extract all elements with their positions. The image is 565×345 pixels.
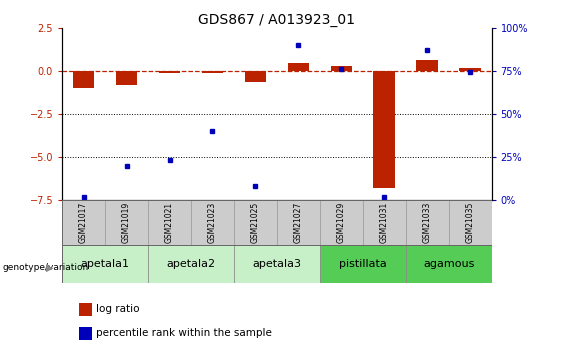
Bar bbox=[159, 71, 180, 73]
Bar bbox=[416, 60, 438, 71]
Bar bbox=[105, 200, 148, 245]
Bar bbox=[331, 66, 352, 71]
Bar bbox=[288, 63, 309, 71]
Bar bbox=[320, 200, 363, 245]
Bar bbox=[234, 200, 277, 245]
Text: GSM21029: GSM21029 bbox=[337, 202, 346, 243]
Title: GDS867 / A013923_01: GDS867 / A013923_01 bbox=[198, 12, 355, 27]
Text: ▶: ▶ bbox=[46, 263, 54, 272]
Text: GSM21025: GSM21025 bbox=[251, 202, 260, 243]
Text: apetala2: apetala2 bbox=[167, 259, 215, 269]
Text: GSM21021: GSM21021 bbox=[165, 202, 174, 243]
Bar bbox=[406, 200, 449, 245]
Text: apetala1: apetala1 bbox=[81, 259, 129, 269]
Bar bbox=[73, 71, 94, 88]
Text: GSM21023: GSM21023 bbox=[208, 202, 217, 243]
Bar bbox=[363, 200, 406, 245]
Bar bbox=[320, 245, 406, 283]
Bar bbox=[234, 245, 320, 283]
Text: GSM21019: GSM21019 bbox=[122, 202, 131, 243]
Text: GSM21033: GSM21033 bbox=[423, 202, 432, 243]
Bar bbox=[62, 245, 148, 283]
Bar bbox=[373, 71, 395, 188]
Bar bbox=[202, 71, 223, 73]
Text: GSM21035: GSM21035 bbox=[466, 202, 475, 243]
Text: GSM21031: GSM21031 bbox=[380, 202, 389, 243]
Text: agamous: agamous bbox=[423, 259, 474, 269]
Text: log ratio: log ratio bbox=[96, 304, 140, 314]
Text: apetala3: apetala3 bbox=[253, 259, 301, 269]
Bar bbox=[459, 68, 481, 71]
Text: GSM21017: GSM21017 bbox=[79, 202, 88, 243]
Bar bbox=[148, 200, 191, 245]
Text: pistillata: pistillata bbox=[339, 259, 386, 269]
Bar bbox=[62, 200, 105, 245]
Text: GSM21027: GSM21027 bbox=[294, 202, 303, 243]
Bar bbox=[148, 245, 234, 283]
Bar bbox=[245, 71, 266, 82]
Bar bbox=[277, 200, 320, 245]
Bar bbox=[406, 245, 492, 283]
Bar bbox=[191, 200, 234, 245]
Bar bbox=[116, 71, 137, 86]
Text: genotype/variation: genotype/variation bbox=[3, 263, 89, 272]
Text: percentile rank within the sample: percentile rank within the sample bbox=[96, 328, 272, 338]
Bar bbox=[449, 200, 492, 245]
